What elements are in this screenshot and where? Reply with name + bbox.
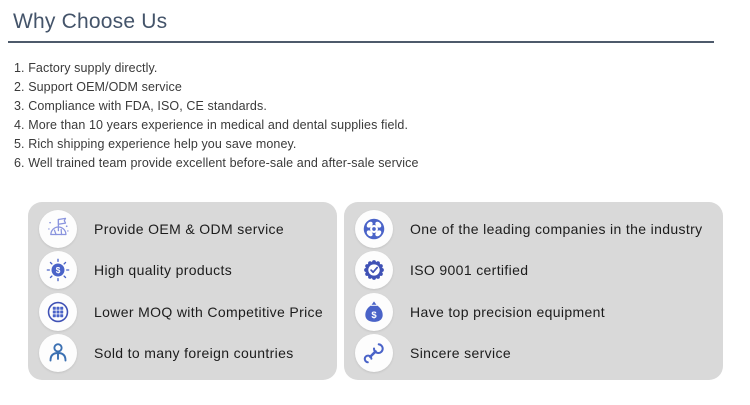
certified-badge-icon — [355, 251, 393, 290]
list-item: 4. More than 10 years experience in medi… — [14, 118, 409, 132]
feature-item: Provide OEM & ODM service — [28, 209, 337, 248]
list-item: 6. Well trained team provide excellent b… — [14, 156, 419, 170]
list-item: 3. Compliance with FDA, ISO, CE standard… — [14, 99, 267, 113]
wheel-icon — [355, 209, 393, 248]
feature-label: Sold to many foreign countries — [94, 345, 294, 362]
feature-panel: Provide OEM & ODM service $ — [28, 202, 723, 380]
feature-label: Lower MOQ with Competitive Price — [94, 303, 324, 320]
feature-item: Sincere service — [344, 334, 723, 373]
money-bag-icon: $ — [355, 292, 393, 331]
flag-milestone-icon — [39, 209, 77, 248]
feature-label: Sincere service — [410, 345, 511, 362]
feature-card-right: One of the leading companies in the indu… — [344, 202, 723, 380]
feature-item: $ High quality products — [28, 251, 337, 290]
businessman-icon — [39, 334, 77, 373]
svg-text:$: $ — [371, 310, 377, 321]
reasons-list: 1. Factory supply directly. 2. Support O… — [14, 59, 419, 173]
feature-label: Have top precision equipment — [410, 303, 606, 320]
feature-item: Lower MOQ with Competitive Price — [28, 292, 337, 331]
feature-item: $ Have top precision equipment — [344, 292, 723, 331]
feature-item: Sold to many foreign countries — [28, 334, 337, 373]
feature-label: Provide OEM & ODM service — [94, 220, 285, 237]
page-title: Why Choose Us — [13, 10, 168, 33]
feature-label: One of the leading companies in the indu… — [410, 220, 703, 237]
feature-item: ISO 9001 certified — [344, 251, 723, 290]
title-divider — [8, 41, 714, 43]
feature-label: ISO 9001 certified — [410, 262, 529, 279]
feature-card-left: Provide OEM & ODM service $ — [28, 202, 337, 380]
svg-text:$: $ — [56, 266, 61, 275]
list-item: 2. Support OEM/ODM service — [14, 80, 182, 94]
wrench-icon — [355, 334, 393, 373]
list-item: 5. Rich shipping experience help you sav… — [14, 137, 297, 151]
feature-item: One of the leading companies in the indu… — [344, 209, 723, 248]
feature-label: High quality products — [94, 262, 233, 279]
keypad-grid-icon — [39, 292, 77, 331]
dollar-coin-icon: $ — [39, 251, 77, 290]
list-item: 1. Factory supply directly. — [14, 61, 158, 75]
